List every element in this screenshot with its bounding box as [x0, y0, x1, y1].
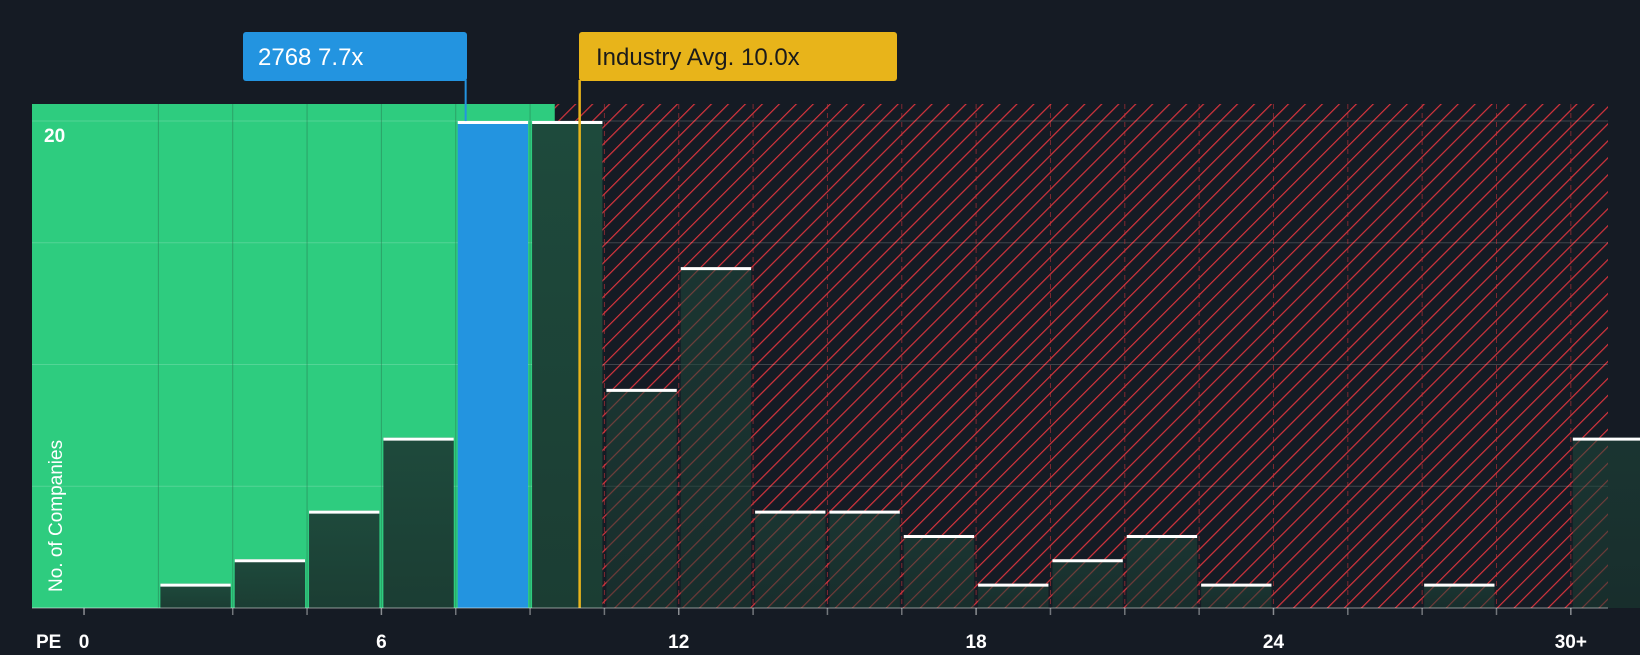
histogram-bar [383, 437, 454, 608]
company-callout: 2768 7.7x [243, 32, 467, 81]
industry-callout-box [579, 32, 897, 81]
highlighted-bar [457, 121, 529, 608]
histogram-bar [903, 534, 975, 608]
histogram-bar [829, 510, 900, 608]
histogram-bar [1572, 437, 1640, 608]
y-axis-label: No. of Companies [46, 440, 67, 592]
x-tick-label: 0 [79, 632, 90, 650]
histogram-bar [309, 510, 380, 608]
histogram-bar [1201, 583, 1272, 608]
histogram-bar [680, 267, 752, 608]
x-tick-label: 12 [668, 632, 689, 650]
histogram-bar [234, 559, 306, 608]
x-tick-label: 6 [376, 632, 387, 650]
histogram-bar [755, 510, 826, 608]
x-tick-label: 30+ [1555, 632, 1587, 650]
histogram-bar [1052, 559, 1123, 608]
histogram-bar [978, 583, 1049, 608]
histogram-bar [160, 583, 231, 608]
histogram-bar [606, 388, 677, 608]
x-axis-label: PE [36, 632, 61, 650]
industry-callout: Industry Avg. 10.0x [579, 32, 897, 81]
company-callout-label: 2768 7.7x [258, 44, 363, 71]
x-tick-label: 24 [1263, 632, 1285, 650]
histogram-bar [532, 121, 603, 608]
histogram-bar [1424, 583, 1495, 608]
y-tick-label: 20 [44, 126, 65, 147]
x-tick-label: 18 [966, 632, 987, 650]
industry-callout-label: Industry Avg. 10.0x [596, 44, 800, 71]
company-callout-box [243, 32, 467, 81]
histogram-bar [1126, 534, 1198, 608]
